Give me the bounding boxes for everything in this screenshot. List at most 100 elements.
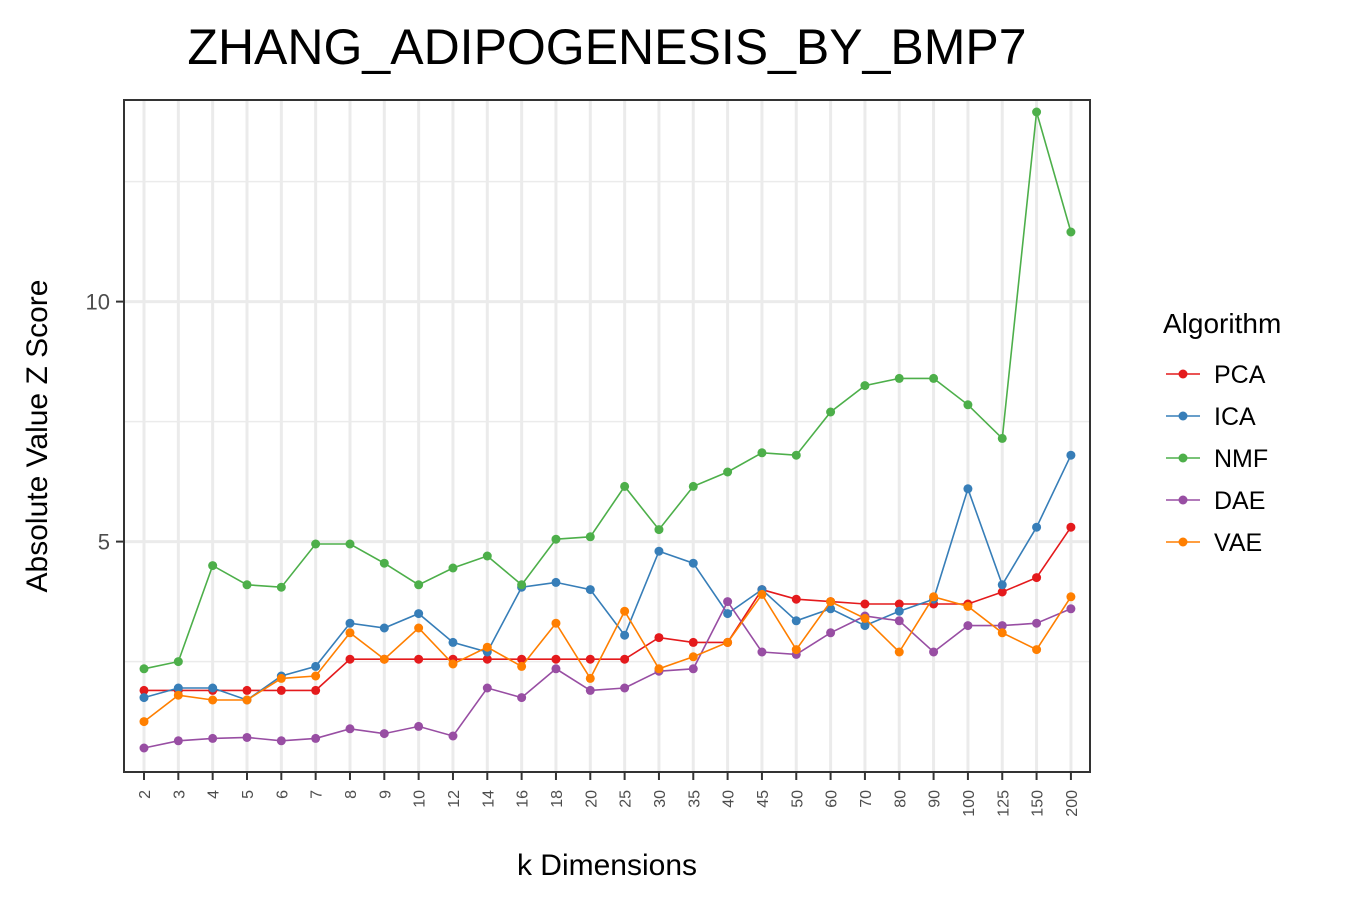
data-point-vae	[208, 695, 218, 705]
x-tick-label: 12	[446, 790, 463, 808]
data-point-nmf	[139, 664, 149, 674]
data-point-pca	[414, 654, 424, 664]
data-point-nmf	[242, 580, 252, 590]
data-point-nmf	[997, 433, 1007, 443]
data-point-vae	[860, 613, 870, 623]
data-point-nmf	[929, 373, 939, 383]
data-point-dae	[997, 621, 1007, 631]
x-tick-label: 30	[652, 790, 669, 808]
data-point-dae	[688, 664, 698, 674]
data-point-vae	[414, 623, 424, 633]
data-point-pca	[654, 633, 664, 643]
x-tick-label: 70	[858, 790, 875, 808]
data-point-pca	[791, 594, 801, 604]
legend-title: Algorithm	[1163, 308, 1281, 339]
data-point-ica	[139, 693, 149, 703]
y-axis-title: Absolute Value Z Score	[21, 280, 54, 593]
x-tick-label: 16	[515, 790, 532, 808]
data-point-ica	[654, 546, 664, 556]
data-point-dae	[414, 721, 424, 731]
data-point-ica	[345, 618, 355, 628]
x-tick-label: 5	[240, 790, 257, 799]
data-point-pca	[688, 637, 698, 647]
data-point-dae	[379, 729, 389, 739]
data-point-pca	[1066, 522, 1076, 532]
data-point-vae	[585, 673, 595, 683]
legend-label-pca: PCA	[1214, 361, 1266, 389]
data-point-vae	[894, 647, 904, 657]
x-tick-label: 20	[583, 790, 600, 808]
data-point-pca	[997, 587, 1007, 597]
data-point-vae	[448, 659, 458, 669]
data-point-vae	[276, 673, 286, 683]
x-tick-label: 18	[549, 790, 566, 808]
data-point-vae	[929, 592, 939, 602]
data-point-nmf	[551, 534, 561, 544]
series-line-vae	[143, 592, 1072, 723]
data-point-nmf	[311, 539, 321, 549]
data-point-dae	[723, 597, 733, 607]
data-point-dae	[585, 685, 595, 695]
data-point-ica	[723, 609, 733, 619]
data-point-nmf	[1066, 227, 1076, 237]
data-point-dae	[929, 647, 939, 657]
legend-point-vae	[1178, 537, 1188, 547]
data-point-nmf	[1032, 107, 1042, 117]
x-tick-label: 125	[995, 790, 1012, 817]
data-point-dae	[276, 736, 286, 746]
data-point-nmf	[963, 400, 973, 410]
data-point-vae	[311, 671, 321, 681]
data-point-ica	[860, 621, 870, 631]
x-tick-label: 25	[618, 790, 635, 808]
data-point-vae	[551, 618, 561, 628]
data-point-pca	[894, 599, 904, 609]
data-point-vae	[791, 645, 801, 655]
x-tick-label: 2	[137, 790, 154, 799]
data-point-pca	[242, 685, 252, 695]
x-tick-label: 60	[824, 790, 841, 808]
chart-title: ZHANG_ADIPOGENESIS_BY_BMP7	[187, 19, 1026, 75]
data-point-ica	[620, 630, 630, 640]
data-point-vae	[173, 690, 183, 700]
data-point-ica	[379, 623, 389, 633]
x-tick-label: 40	[721, 790, 738, 808]
data-point-vae	[482, 642, 492, 652]
x-tick-label: 45	[755, 790, 772, 808]
data-point-pca	[139, 685, 149, 695]
series-line-pca	[144, 526, 1072, 692]
data-point-dae	[1032, 618, 1042, 628]
x-tick-label: 100	[961, 790, 978, 817]
x-axis-title: k Dimensions	[517, 849, 697, 882]
data-point-nmf	[276, 582, 286, 592]
series-line-dae	[143, 600, 1072, 749]
data-point-nmf	[208, 561, 218, 571]
data-point-dae	[757, 647, 767, 657]
data-point-vae	[620, 606, 630, 616]
data-point-nmf	[860, 381, 870, 391]
series-line-ica	[143, 454, 1072, 701]
data-point-nmf	[894, 373, 904, 383]
data-point-dae	[620, 683, 630, 693]
data-point-dae	[963, 621, 973, 631]
legend-point-pca	[1178, 369, 1188, 379]
data-point-ica	[311, 661, 321, 671]
data-point-dae	[517, 693, 527, 703]
data-point-dae	[1066, 604, 1076, 614]
data-point-nmf	[585, 532, 595, 542]
data-point-ica	[997, 580, 1007, 590]
x-tick-label: 4	[206, 790, 223, 799]
x-tick-label: 35	[686, 790, 703, 808]
x-tick-label: 3	[171, 790, 188, 799]
data-point-nmf	[345, 539, 355, 549]
data-point-vae	[1032, 645, 1042, 655]
data-point-pca	[482, 654, 492, 664]
series-line-nmf	[143, 111, 1072, 670]
data-point-dae	[345, 724, 355, 734]
data-point-pca	[620, 654, 630, 664]
data-point-nmf	[517, 580, 527, 590]
legend-point-ica	[1178, 411, 1188, 421]
x-tick-label: 6	[274, 790, 291, 799]
data-point-pca	[345, 654, 355, 664]
data-point-ica	[414, 609, 424, 619]
data-point-vae	[345, 628, 355, 638]
